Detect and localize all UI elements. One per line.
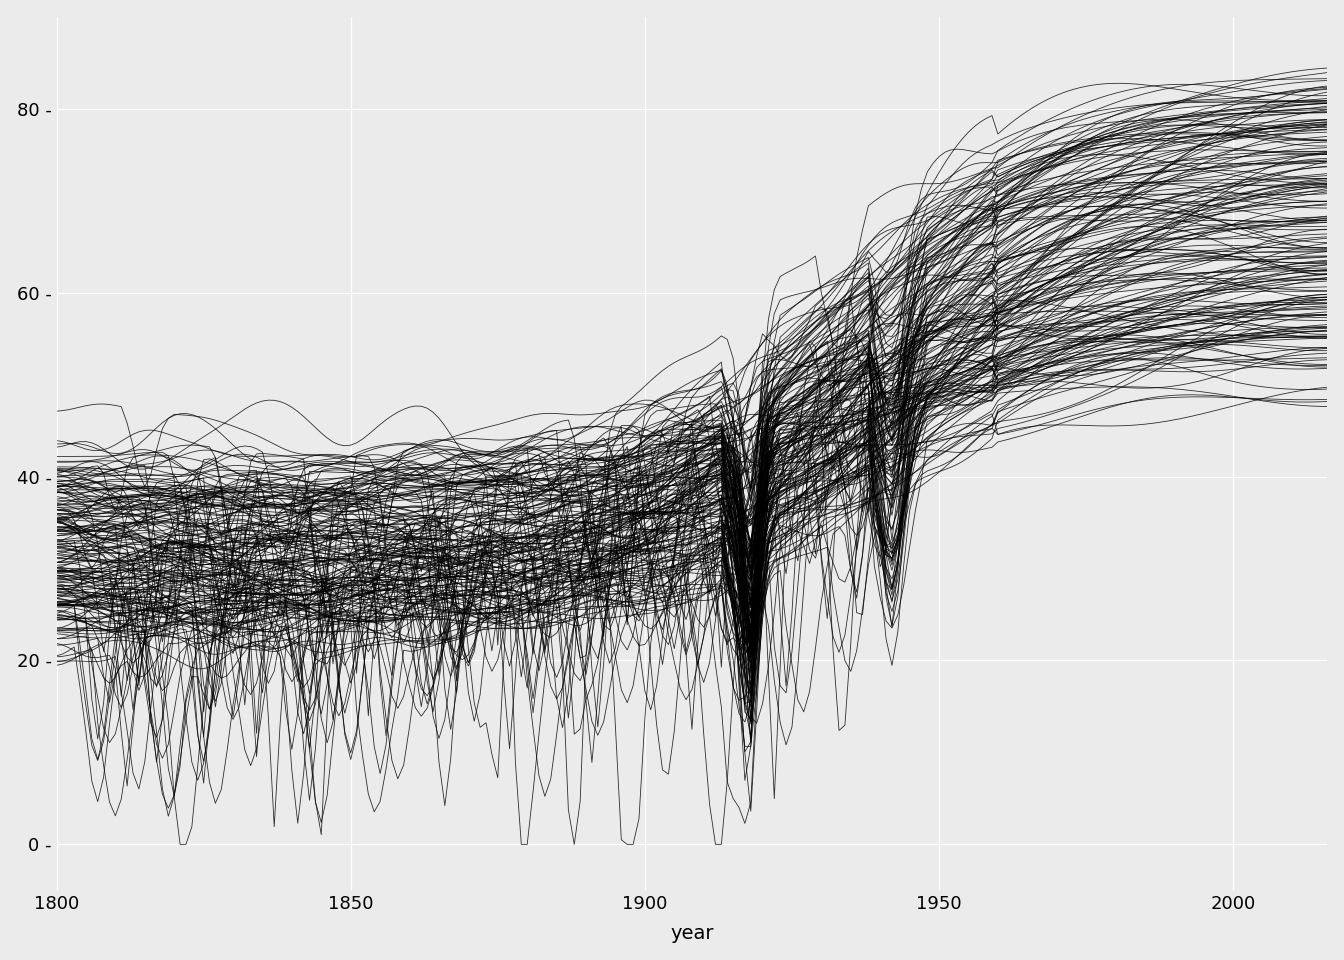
X-axis label: year: year (671, 924, 714, 944)
